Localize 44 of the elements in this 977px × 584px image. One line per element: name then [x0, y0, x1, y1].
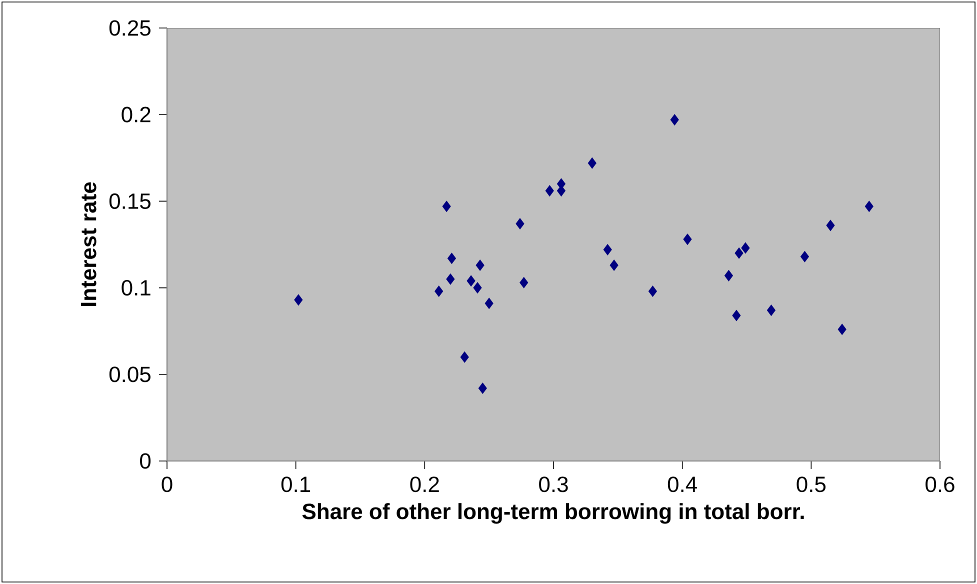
x-tick-label: 0.6	[926, 476, 954, 492]
x-tick-label: 0.2	[410, 476, 439, 492]
y-tick-label: 0.15	[109, 193, 150, 209]
point	[766, 304, 776, 316]
point	[520, 276, 528, 288]
x-tick-label: 0.3	[539, 476, 568, 492]
point	[741, 242, 750, 254]
point	[476, 260, 484, 271]
x-axis-title: Share of other long-term borrowing in total borr.	[302, 503, 804, 524]
x-tick-label: 0	[162, 476, 172, 492]
point	[648, 286, 657, 297]
point	[588, 157, 596, 169]
point	[442, 200, 451, 212]
point	[603, 244, 612, 256]
point	[447, 252, 456, 264]
point	[734, 248, 744, 259]
point	[670, 114, 679, 126]
point	[460, 351, 469, 363]
point	[683, 234, 692, 245]
point	[864, 200, 874, 212]
point	[838, 324, 846, 335]
point	[826, 220, 835, 232]
y-tick-label: 0.25	[109, 20, 150, 36]
point	[473, 282, 482, 294]
y-tick-label: 0.2	[122, 106, 150, 122]
point	[732, 310, 741, 322]
point	[478, 382, 487, 394]
point	[446, 274, 455, 285]
point	[434, 286, 444, 297]
point	[610, 260, 618, 271]
y-tick-label: 0.05	[109, 366, 150, 382]
point	[466, 275, 476, 286]
point	[294, 294, 303, 306]
y-tick-label: 0	[140, 453, 151, 469]
x-tick-label: 0.5	[796, 476, 826, 492]
point	[516, 218, 524, 230]
y-tick-label: 0.1	[122, 280, 150, 296]
point	[484, 298, 494, 309]
point	[800, 251, 809, 262]
point	[724, 270, 733, 282]
x-tick-label: 0.1	[281, 476, 310, 492]
x-tick-label: 0.4	[668, 476, 697, 492]
point	[545, 185, 554, 196]
y-axis-title: Interest rate	[80, 182, 96, 306]
